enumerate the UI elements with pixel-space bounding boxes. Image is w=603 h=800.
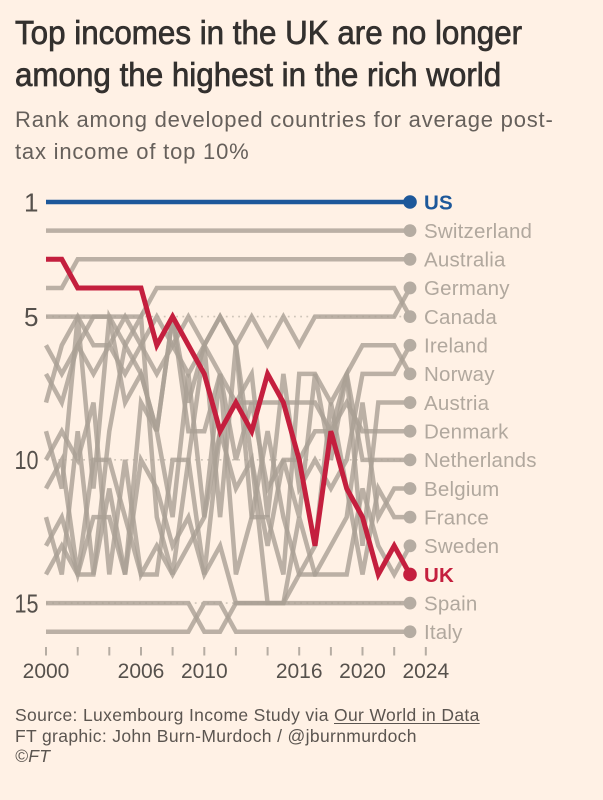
svg-text:Spain: Spain bbox=[424, 592, 477, 615]
svg-text:Canada: Canada bbox=[424, 306, 497, 329]
svg-text:2024: 2024 bbox=[402, 660, 449, 683]
svg-text:Austria: Austria bbox=[424, 392, 490, 415]
svg-text:2020: 2020 bbox=[339, 660, 386, 683]
svg-text:Denmark: Denmark bbox=[424, 421, 509, 444]
svg-text:Australia: Australia bbox=[424, 249, 506, 272]
svg-text:Belgium: Belgium bbox=[424, 478, 499, 501]
svg-text:Norway: Norway bbox=[424, 363, 495, 386]
svg-text:1: 1 bbox=[24, 187, 38, 217]
svg-text:Italy: Italy bbox=[424, 621, 463, 644]
svg-text:15: 15 bbox=[15, 588, 39, 618]
svg-text:Ireland: Ireland bbox=[424, 335, 488, 358]
svg-text:2006: 2006 bbox=[118, 660, 165, 683]
svg-text:Germany: Germany bbox=[424, 277, 510, 300]
svg-text:Netherlands: Netherlands bbox=[424, 449, 537, 472]
svg-text:2000: 2000 bbox=[23, 660, 70, 683]
svg-text:UK: UK bbox=[424, 564, 454, 587]
svg-text:5: 5 bbox=[24, 302, 38, 332]
svg-text:Sweden: Sweden bbox=[424, 535, 499, 558]
svg-text:2010: 2010 bbox=[181, 660, 228, 683]
svg-text:US: US bbox=[424, 191, 453, 214]
svg-text:2016: 2016 bbox=[276, 660, 323, 683]
svg-text:10: 10 bbox=[15, 445, 39, 475]
svg-text:France: France bbox=[424, 506, 489, 529]
svg-text:Switzerland: Switzerland bbox=[424, 220, 532, 243]
